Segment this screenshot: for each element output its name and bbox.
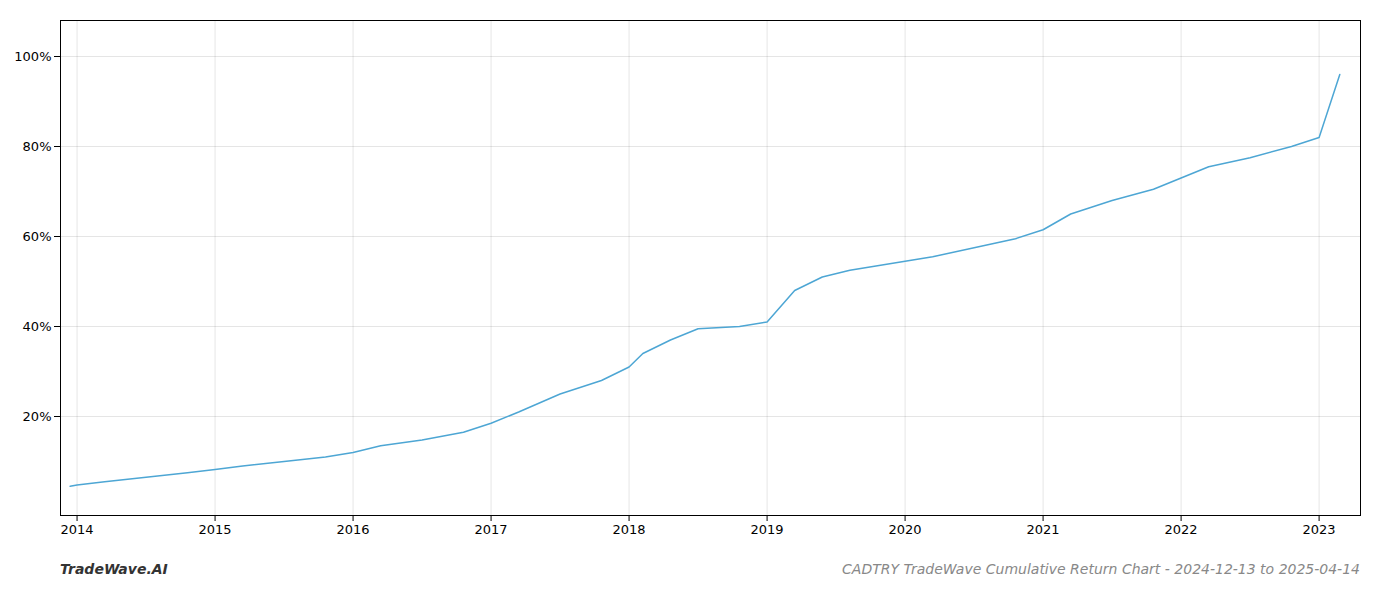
svg-text:2015: 2015	[199, 522, 232, 537]
svg-text:2019: 2019	[751, 522, 784, 537]
svg-text:20%: 20%	[23, 409, 52, 424]
svg-text:60%: 60%	[23, 229, 52, 244]
svg-text:2022: 2022	[1165, 522, 1198, 537]
svg-text:2023: 2023	[1303, 522, 1336, 537]
svg-text:2020: 2020	[889, 522, 922, 537]
svg-text:2014: 2014	[61, 522, 94, 537]
svg-text:2017: 2017	[475, 522, 508, 537]
svg-text:2016: 2016	[337, 522, 370, 537]
svg-text:2021: 2021	[1027, 522, 1060, 537]
html-text:TradeWave.AI: TradeWave.AI	[60, 561, 168, 577]
svg-text:2018: 2018	[613, 522, 646, 537]
svg-text:40%: 40%	[23, 319, 52, 334]
svg-text:80%: 80%	[23, 139, 52, 154]
html-text:CADTRY TradeWave Cumulative Re: CADTRY TradeWave Cumulative Return Chart…	[842, 561, 1360, 577]
svg-text:100%: 100%	[14, 49, 51, 64]
